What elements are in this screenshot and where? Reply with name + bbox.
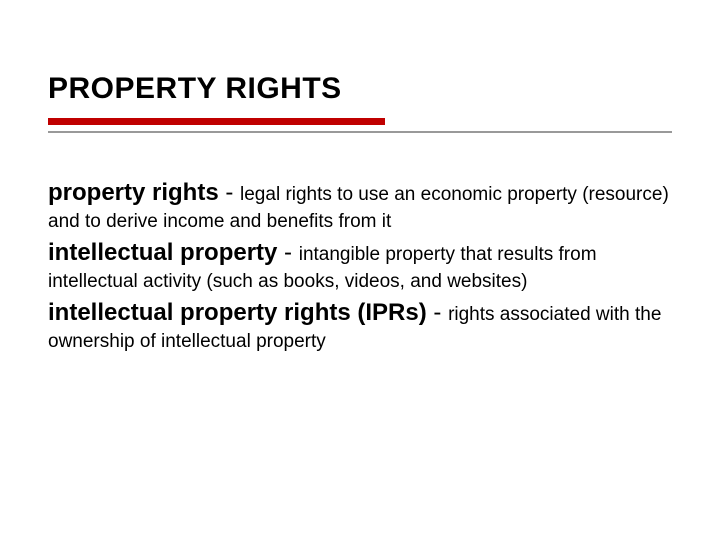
definition-entry: property rights - legal rights to use an… — [48, 177, 672, 235]
definition-entry: intellectual property - intangible prope… — [48, 237, 672, 295]
term: intellectual property — [48, 239, 277, 266]
dash: - — [219, 179, 240, 206]
definition-entry: intellectual property rights (IPRs) - ri… — [48, 297, 672, 355]
accent-bar — [48, 118, 385, 125]
dash: - — [277, 239, 298, 266]
term: intellectual property rights (IPRs) — [48, 299, 427, 326]
term: property rights — [48, 179, 219, 206]
dash: - — [427, 299, 448, 326]
slide-title: PROPERTY RIGHTS — [48, 72, 672, 106]
thin-line — [48, 131, 672, 133]
slide: PROPERTY RIGHTS property rights - legal … — [0, 0, 720, 540]
title-underline — [48, 118, 672, 133]
